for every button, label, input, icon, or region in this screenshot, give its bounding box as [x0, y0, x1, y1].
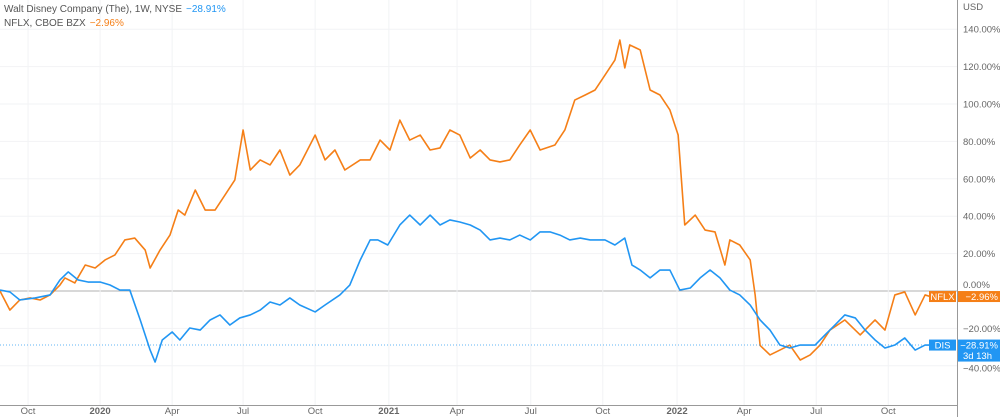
last-value-label: −2.96%: [966, 292, 999, 303]
nflx-last-value-badge: NFLX −2.96%: [929, 291, 1000, 303]
x-tick-label: 2021: [378, 406, 400, 417]
y-tick-label: 120.00%: [963, 62, 1000, 73]
last-value-tag: [958, 339, 1000, 362]
x-tick-label: Jul: [810, 406, 822, 417]
nflx-series-line: [0, 39, 931, 361]
last-value-tag: [958, 291, 1000, 303]
series-name-label: NFLX: [930, 292, 955, 303]
series-name-label: DIS: [935, 341, 951, 352]
x-tick-label: Oct: [21, 406, 36, 417]
legend-nflx-label: NFLX, CBOE BZX: [4, 18, 86, 29]
y-tick-label: −40.00%: [963, 364, 1000, 375]
x-tick-label: 2022: [666, 406, 687, 417]
x-tick-label: Oct: [881, 406, 896, 417]
series-name-tag: [929, 291, 956, 303]
y-tick-label: 0.00%: [963, 280, 990, 291]
legend-dis-value: −28.91%: [186, 4, 226, 15]
y-tick-label: −20.00%: [963, 324, 1000, 335]
legend-dis-label: Walt Disney Company (The), 1W, NYSE: [4, 4, 183, 15]
series-name-tag: [929, 339, 956, 351]
y-tick-label: 60.00%: [963, 174, 996, 185]
x-tick-label: Jul: [237, 406, 249, 417]
legend-nflx-value: −2.96%: [89, 18, 124, 29]
dis-last-value-badge: DIS −28.91%3d 13h: [929, 339, 1000, 362]
y-tick-label: 40.00%: [963, 212, 996, 223]
y-tick-label: 100.00%: [963, 100, 1000, 111]
x-tick-label: Jul: [525, 406, 537, 417]
legend-dis: Walt Disney Company (The), 1W, NYSE −28.9…: [4, 4, 226, 15]
legend-nflx: NFLX, CBOE BZX −2.96%: [4, 18, 124, 29]
y-tick-label: 140.00%: [963, 25, 1000, 36]
last-value-label: −28.91%: [960, 341, 998, 352]
x-tick-label: Apr: [737, 406, 752, 417]
dis-series-line: [0, 214, 931, 363]
x-tick-label: Oct: [308, 406, 323, 417]
y-tick-label: 20.00%: [963, 249, 996, 260]
y-tick-label: 80.00%: [963, 137, 996, 148]
x-tick-label: Apr: [165, 406, 180, 417]
x-tick-label: 2020: [90, 406, 111, 417]
axis-unit-label: USD: [963, 2, 983, 13]
x-tick-label: Apr: [450, 406, 465, 417]
x-tick-label: Oct: [595, 406, 610, 417]
bar-countdown-label: 3d 13h: [963, 351, 992, 362]
